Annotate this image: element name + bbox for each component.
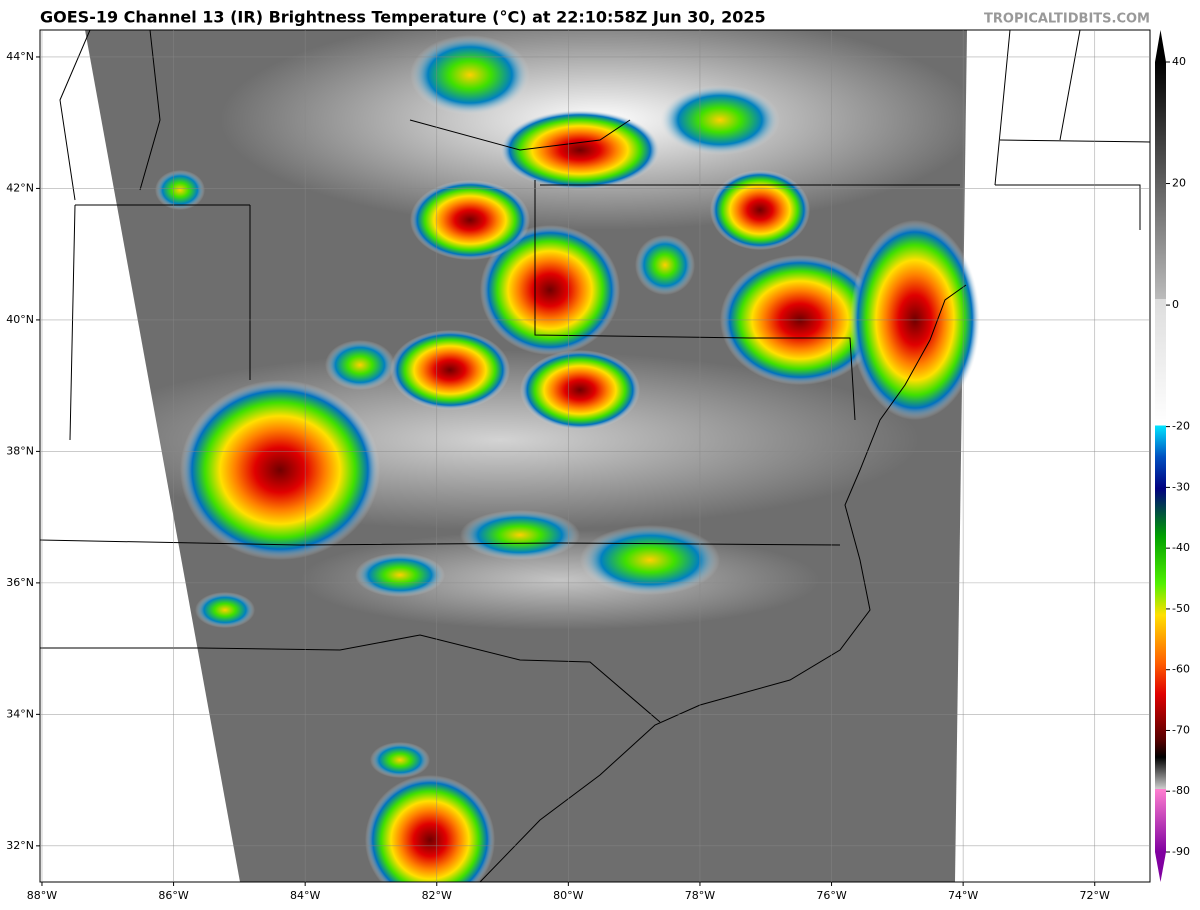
x-tick-label: 86°W xyxy=(158,889,188,902)
y-tick-label: 44°N xyxy=(6,50,34,63)
colorbar-label: -20 xyxy=(1172,420,1190,433)
colorbar xyxy=(1155,62,1166,852)
colorbar-label: -50 xyxy=(1172,602,1190,615)
colorbar-label: -80 xyxy=(1172,784,1190,797)
credit: TROPICALTIDBITS.COM xyxy=(984,12,1150,27)
x-tick-label: 78°W xyxy=(685,889,715,902)
x-tick-label: 88°W xyxy=(27,889,57,902)
map-title: GOES-19 Channel 13 (IR) Brightness Tempe… xyxy=(40,8,766,27)
colorbar-label: 40 xyxy=(1172,55,1186,68)
y-tick-label: 42°N xyxy=(6,181,34,194)
colorbar-label: -40 xyxy=(1172,541,1190,554)
y-tick-label: 36°N xyxy=(6,576,34,589)
y-tick-label: 32°N xyxy=(6,839,34,852)
x-tick-label: 82°W xyxy=(422,889,452,902)
colorbar-label: 0 xyxy=(1172,298,1179,311)
colorbar-label: -60 xyxy=(1172,663,1190,676)
x-tick-label: 76°W xyxy=(816,889,846,902)
colorbar-extension xyxy=(1155,852,1166,882)
map-frame xyxy=(39,29,1151,883)
x-tick-label: 74°W xyxy=(948,889,978,902)
y-tick-label: 40°N xyxy=(6,313,34,326)
y-tick-label: 38°N xyxy=(6,444,34,457)
x-tick-label: 80°W xyxy=(553,889,583,902)
x-tick-label: 84°W xyxy=(290,889,320,902)
satellite-image xyxy=(40,30,1150,882)
colorbar-label: -30 xyxy=(1172,480,1190,493)
x-tick-label: 72°W xyxy=(1080,889,1110,902)
colorbar-label: -70 xyxy=(1172,723,1190,736)
y-tick-label: 34°N xyxy=(6,707,34,720)
colorbar-extension xyxy=(1155,30,1166,62)
colorbar-label: -90 xyxy=(1172,845,1190,858)
colorbar-label: 20 xyxy=(1172,177,1186,190)
